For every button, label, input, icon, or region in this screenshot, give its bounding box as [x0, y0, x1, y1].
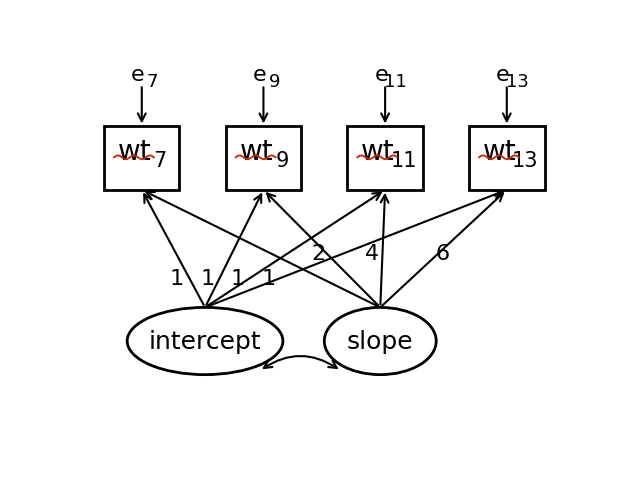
Bar — [469, 127, 544, 190]
Text: 1: 1 — [200, 269, 215, 288]
Bar — [104, 127, 180, 190]
Text: e: e — [496, 65, 510, 85]
Text: 1: 1 — [231, 269, 245, 288]
Text: intercept: intercept — [149, 329, 261, 353]
Text: 9: 9 — [268, 73, 280, 91]
Text: 11: 11 — [384, 73, 407, 91]
Text: wt: wt — [483, 137, 516, 165]
Text: 11: 11 — [391, 151, 417, 170]
Text: wt: wt — [239, 137, 273, 165]
Text: slope: slope — [347, 329, 414, 353]
Text: 7: 7 — [154, 151, 167, 170]
Text: 4: 4 — [365, 243, 379, 263]
Text: 9: 9 — [275, 151, 289, 170]
Bar — [225, 127, 301, 190]
Text: 13: 13 — [512, 151, 539, 170]
Text: wt: wt — [361, 137, 394, 165]
Text: 6: 6 — [436, 243, 450, 263]
Text: e: e — [131, 65, 144, 85]
Text: 1: 1 — [170, 269, 184, 288]
Text: e: e — [252, 65, 266, 85]
Text: 7: 7 — [147, 73, 158, 91]
Text: 2: 2 — [312, 243, 326, 263]
Text: 13: 13 — [506, 73, 529, 91]
Ellipse shape — [324, 308, 436, 375]
Text: wt: wt — [117, 137, 151, 165]
Bar — [347, 127, 423, 190]
Text: 1: 1 — [261, 269, 275, 288]
Text: e: e — [374, 65, 388, 85]
Ellipse shape — [127, 308, 283, 375]
